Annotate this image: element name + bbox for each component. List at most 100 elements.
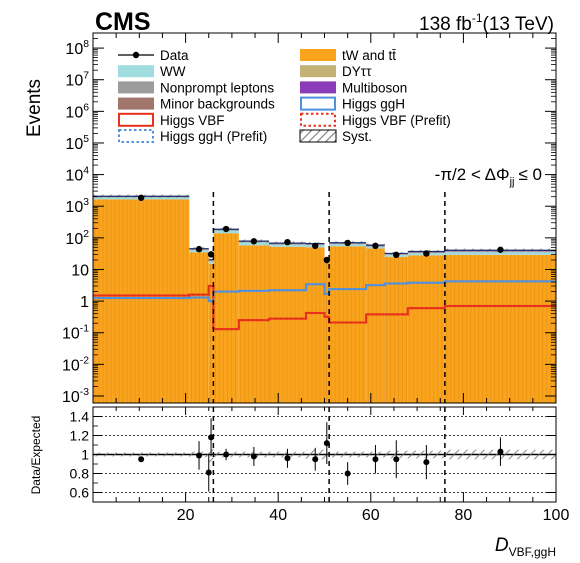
ratio-point [323, 440, 330, 447]
main-x-ticks [92, 33, 557, 403]
ratio-y-tick-label: 0.8 [70, 466, 90, 482]
legend-label: Higgs VBF [160, 113, 225, 128]
ratio-y-tick-label: 1.2 [70, 428, 90, 444]
y-tick-label-base: 10 [65, 231, 83, 248]
legend-entry: tW and tt̄ [300, 48, 396, 63]
stack-bar-top-4 [238, 245, 269, 403]
stack-bar-ww-12 [444, 252, 556, 255]
data-point [284, 238, 291, 246]
legend-swatch [300, 112, 336, 127]
ratio-syst-bin [329, 451, 367, 458]
main-signal-overlays [93, 280, 556, 331]
y-tick-label-exponent: 7 [83, 71, 89, 82]
y-tick-label-base: 10 [65, 41, 83, 58]
legend-label: Syst. [342, 129, 372, 144]
legend-swatch [300, 81, 336, 94]
ratio-point [208, 434, 215, 441]
region-label-subscript: jj [509, 176, 515, 188]
legend-marker-dot [132, 51, 140, 59]
legend: Data tW and tt̄ WW DYττ Nonprompt leptons Mul… [118, 48, 451, 144]
ratio-point [284, 455, 291, 462]
ratio-y-tick-label: 0.6 [70, 485, 90, 501]
legend-entry: Syst. [299, 129, 372, 144]
legend-label: Nonprompt leptons [160, 80, 274, 95]
ratio-y-axis: 0.6 0.8 1 1.2 1.4 [70, 409, 556, 501]
legend-entry: Nonprompt leptons [118, 80, 274, 95]
ratio-point [423, 459, 430, 466]
legend-swatch [299, 129, 337, 143]
ratio-point [250, 453, 257, 460]
ratio-panel: 0.60.811.21.4 20 40 60 80 100 Data/Expected … [29, 406, 569, 559]
region-label-tail: ≤ 0 [518, 165, 542, 184]
region-label: -π/2 < ΔΦjj ≤ 0 [435, 165, 542, 188]
ratio-y-axis-title: Data/Expected [29, 416, 43, 495]
y-tick-label-base: 10 [65, 168, 83, 185]
y-tick-label: 104 [65, 166, 89, 185]
y-tick-label: 10-1 [62, 324, 89, 343]
y-tick-label-base: 10 [65, 199, 83, 216]
legend-entry: Data [118, 48, 189, 63]
legend-swatch [118, 81, 154, 94]
legend-swatch [300, 49, 336, 61]
y-tick-label-base: 10 [65, 136, 83, 153]
data-point [344, 239, 351, 247]
y-tick-label-exponent: -1 [80, 324, 89, 335]
y-tick-label-base: 10 [62, 357, 80, 374]
ratio-x-axis: 20 40 60 80 100 [92, 407, 569, 524]
stack-bar-ww-2 [208, 261, 214, 264]
x-tick-label: 80 [455, 507, 473, 524]
legend-swatch [300, 96, 336, 111]
data-point [207, 251, 215, 258]
stack-bar-top-8 [329, 246, 367, 403]
stack-bar-top-12 [444, 254, 556, 403]
legend-label: Higgs ggH (Prefit) [160, 129, 267, 144]
y-tick-label-exponent: -2 [80, 355, 89, 366]
y-tick-label-exponent: 4 [83, 166, 89, 177]
x-tick-label: 20 [177, 507, 195, 524]
y-tick-label: 107 [65, 71, 89, 90]
data-point [372, 242, 379, 250]
stack-bar-top-6 [305, 247, 325, 403]
ratio-y-tick-label: 1.4 [70, 409, 90, 425]
stack-bar-top-0 [93, 199, 190, 403]
energy-label: (13 TeV) [483, 14, 554, 35]
data-point [497, 246, 504, 253]
ratio-point [196, 452, 203, 459]
stack-bar-top-11 [407, 255, 445, 403]
stack-bar-top-3 [213, 233, 239, 403]
legend-entry: Higgs ggH (Prefit) [118, 129, 267, 144]
y-tick-label-base: 10 [62, 389, 80, 406]
region-label-main: -π/2 < ΔΦ [435, 165, 510, 184]
y-tick-label-base: 10 [62, 326, 80, 343]
x-axis-title: DVBF,ggH [495, 535, 556, 559]
legend-label: Data [160, 48, 189, 63]
ratio-point [393, 456, 400, 463]
y-tick-label: 106 [65, 102, 89, 121]
legend-label: WW [160, 64, 186, 79]
legend-swatch [300, 65, 336, 78]
data-point [312, 242, 319, 250]
legend-label: tW and tt̄ [342, 48, 396, 63]
x-tick-label: 40 [269, 507, 287, 524]
data-point [323, 256, 331, 264]
y-tick-label-base: 10 [65, 73, 83, 90]
legend-entry: Higgs VBF [118, 112, 225, 128]
x-tick-label: 60 [362, 507, 380, 524]
y-tick-label-exponent: 8 [83, 39, 89, 50]
y-tick-label-exponent: 5 [83, 134, 89, 145]
main-data-points [137, 194, 504, 264]
y-tick-label-exponent: 3 [83, 197, 89, 208]
legend-entry: Multiboson [300, 80, 407, 95]
legend-entry: Minor backgrounds [118, 97, 275, 112]
main-y-axis-title: Events [24, 79, 45, 137]
ratio-point [497, 448, 504, 455]
experiment-label: CMS [95, 8, 151, 36]
legend-entry: Higgs VBF (Prefit) [300, 112, 451, 128]
data-point [250, 238, 258, 245]
stack-bar-ww-5 [268, 244, 306, 247]
ratio-y-tick-label: 1 [81, 447, 89, 463]
data-point [195, 245, 203, 253]
legend-entry: DYττ [300, 64, 372, 79]
